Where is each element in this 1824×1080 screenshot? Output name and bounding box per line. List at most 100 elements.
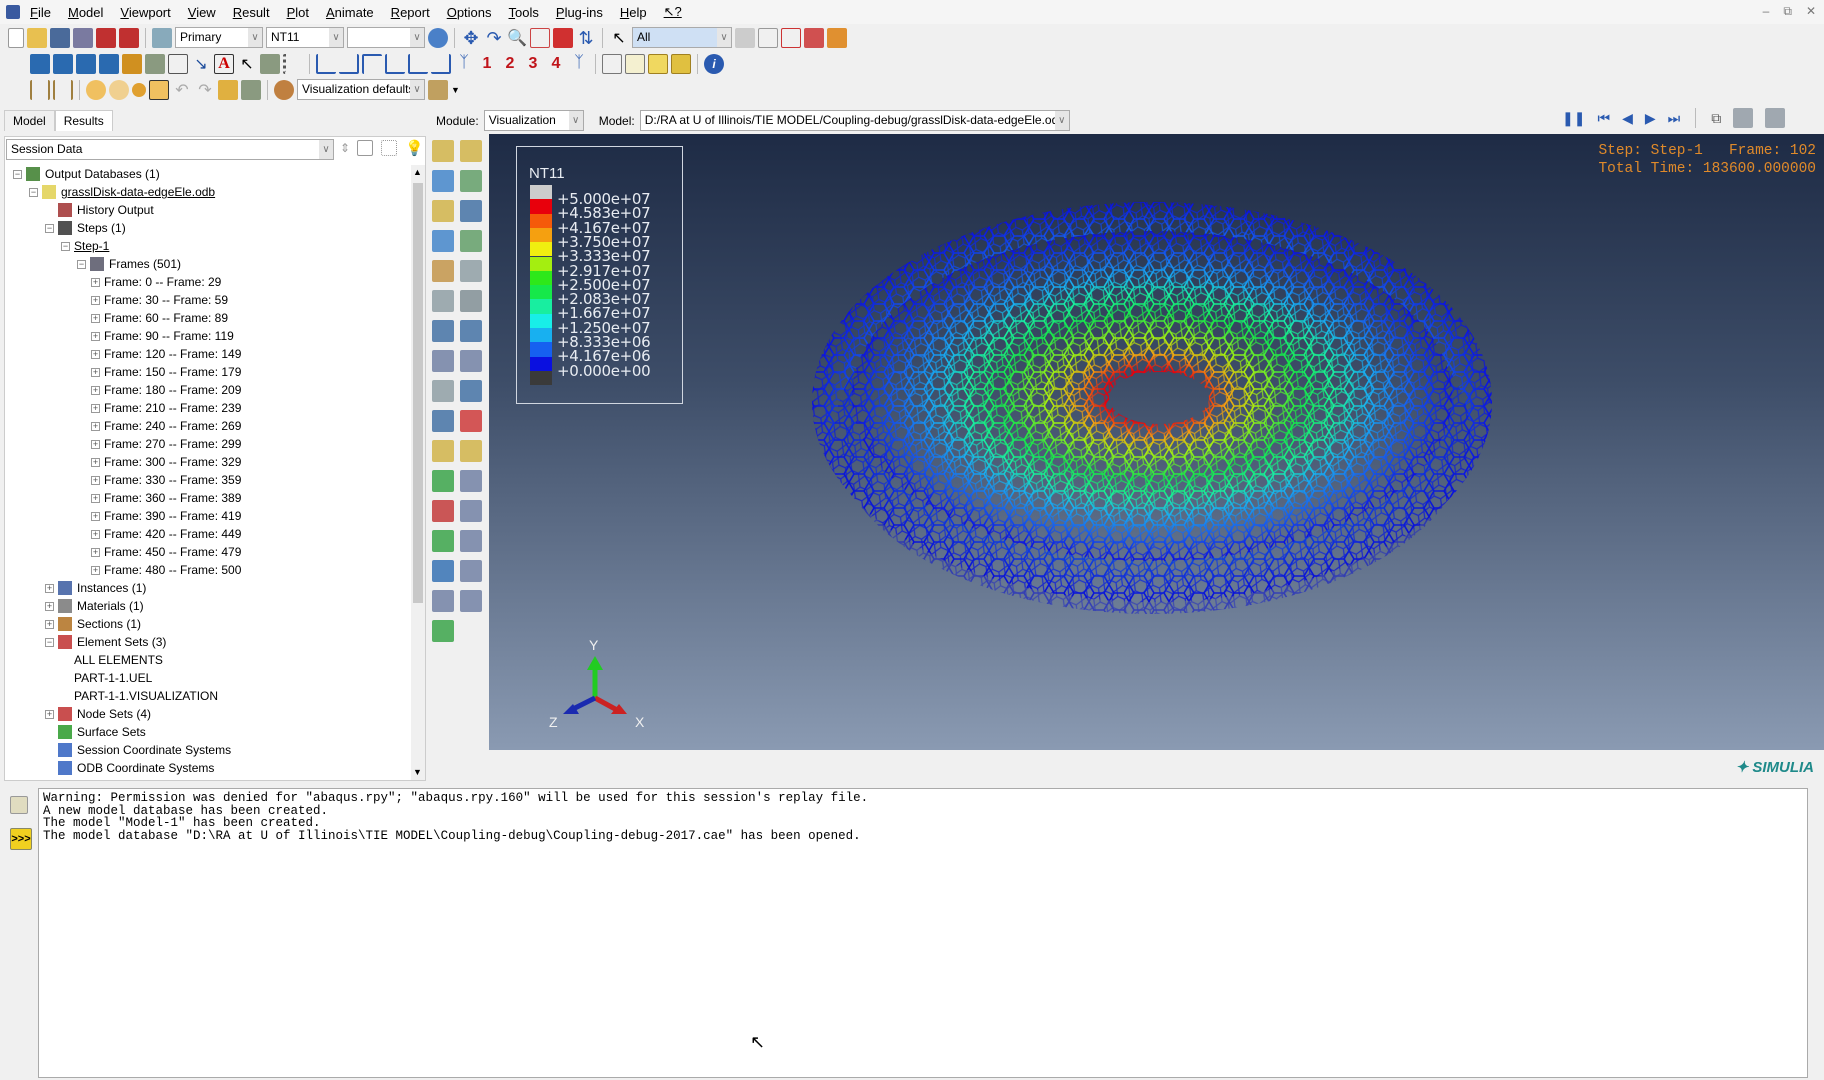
color-code-manager-icon[interactable] [432, 590, 454, 612]
collapse-icon[interactable]: − [61, 240, 70, 251]
expand-icon[interactable]: + [91, 330, 100, 341]
report-table-icon[interactable] [460, 530, 482, 552]
view-left-icon[interactable] [408, 53, 428, 74]
auto-fit-icon[interactable] [553, 27, 573, 48]
expand-icon[interactable]: + [91, 384, 100, 395]
expand-icon[interactable]: + [91, 366, 100, 377]
contour-options-icon[interactable] [432, 230, 454, 252]
menu-animate[interactable]: Animate [325, 4, 374, 20]
user-view-2-button[interactable]: 2 [505, 54, 515, 72]
plot-symbols-icon[interactable] [460, 170, 482, 192]
xy-plot-icon[interactable] [460, 320, 482, 342]
query-tools-icon[interactable] [432, 500, 454, 522]
collapse-icon[interactable]: − [13, 168, 22, 179]
arrow-annotation-icon[interactable]: ↘ [194, 55, 208, 73]
field-output-table-icon[interactable] [460, 410, 482, 432]
deformed-options-icon[interactable] [432, 260, 454, 282]
tree-item[interactable]: + Frame: 0 -- Frame: 29 [91, 273, 221, 291]
viewport-link-icon[interactable] [122, 53, 142, 74]
tree-item[interactable]: − grasslDisk-data-edgeEle.odb [29, 183, 215, 201]
options-table-icon[interactable] [460, 590, 482, 612]
tree-item[interactable]: + Frame: 180 -- Frame: 209 [91, 381, 241, 399]
expand-icon[interactable]: + [91, 474, 100, 485]
filter-icon[interactable] [381, 140, 397, 156]
expand-icon[interactable]: + [91, 492, 100, 503]
save-icon[interactable] [50, 27, 70, 48]
view-front-icon[interactable] [316, 53, 336, 74]
tree-item[interactable]: − Element Sets (3) [45, 633, 166, 651]
menu-tools[interactable]: Tools [508, 4, 539, 20]
tree-item[interactable]: + Frame: 270 -- Frame: 299 [91, 435, 241, 453]
menu-options[interactable]: Options [446, 4, 492, 20]
tree-item[interactable]: − Step-1 [61, 237, 109, 255]
tree-scrollbar-thumb[interactable] [413, 183, 423, 603]
create-field-output-icon[interactable] [432, 410, 454, 432]
allow-multiple-plots-icon[interactable] [460, 200, 482, 222]
collapse-icon[interactable]: − [29, 186, 38, 197]
expand-icon[interactable]: + [91, 564, 100, 575]
menu-plugins[interactable]: Plug-ins [555, 4, 603, 20]
display-group-manager-icon[interactable] [460, 380, 482, 402]
create-xy-data-icon[interactable] [432, 320, 454, 342]
lightbulb-icon[interactable]: 💡 [405, 140, 424, 157]
expand-icon[interactable]: + [91, 420, 100, 431]
copy-icon[interactable]: ⧉ [1711, 109, 1722, 126]
common-options-icon[interactable] [432, 290, 454, 312]
expand-icon[interactable]: + [91, 438, 100, 449]
collapse-icon[interactable]: − [45, 222, 54, 233]
edit-icon[interactable] [432, 620, 454, 642]
restore-icon[interactable]: ⧉ [1783, 4, 1792, 18]
expand-icon[interactable]: + [91, 348, 100, 359]
tab-model[interactable]: Model [4, 110, 55, 131]
tree-item[interactable]: + Node Sets (4) [45, 705, 151, 723]
message-console[interactable]: Warning: Permission was denied for "abaq… [38, 788, 1808, 1078]
up-down-arrows-icon[interactable]: ⇕ [340, 141, 351, 155]
symbol-options-icon[interactable] [460, 230, 482, 252]
tree-item[interactable]: + Materials (1) [45, 597, 144, 615]
superimpose-icon[interactable] [132, 82, 146, 97]
primary-select[interactable]: Primary [175, 27, 263, 48]
animate-scale-icon[interactable] [432, 440, 454, 462]
replace-icon[interactable] [804, 27, 824, 48]
app-icon[interactable] [6, 5, 20, 19]
menu-file[interactable]: File [30, 4, 51, 20]
expand-icon[interactable]: + [45, 600, 54, 611]
superimpose-options-icon[interactable] [460, 290, 482, 312]
ply-stack-icon[interactable] [460, 260, 482, 282]
tree-item[interactable]: + Frame: 240 -- Frame: 269 [91, 417, 241, 435]
expand-icon[interactable]: + [91, 546, 100, 557]
user-view-4-button[interactable]: 4 [551, 54, 561, 72]
ladder-icon[interactable] [30, 79, 50, 100]
view-bottom-icon[interactable] [385, 53, 405, 74]
menu-viewport[interactable]: Viewport [120, 4, 171, 20]
pointer-icon[interactable]: ↖ [240, 55, 254, 73]
plot-material-orientation-icon[interactable] [432, 200, 454, 222]
tree-item[interactable]: + Frame: 210 -- Frame: 239 [91, 399, 241, 417]
new-file-icon[interactable] [8, 27, 24, 48]
tree-item[interactable]: + Frame: 360 -- Frame: 389 [91, 489, 241, 507]
tree-item[interactable]: − Frames (501) [77, 255, 181, 273]
tree-item[interactable]: + Frame: 120 -- Frame: 149 [91, 345, 241, 363]
ladder-2-icon[interactable] [53, 79, 73, 100]
collapse-icon[interactable]: − [45, 636, 54, 647]
tree-item[interactable]: − Output Databases (1) [13, 165, 160, 183]
zoom-icon[interactable]: 🔍 [507, 29, 527, 47]
close-icon[interactable]: ✕ [1805, 4, 1816, 18]
tree-item[interactable]: + Frame: 480 -- Frame: 500 [91, 561, 241, 579]
selection-options-icon[interactable] [735, 27, 755, 48]
model-select[interactable]: D:/RA at U of Illinois/TIE MODEL/Couplin… [639, 110, 1070, 131]
view-cut-icon[interactable] [758, 27, 778, 48]
export-icon[interactable] [119, 27, 139, 48]
tree-item[interactable]: History Output [45, 201, 154, 219]
rotate-icon[interactable]: ↷ [486, 27, 502, 48]
next-frame-icon[interactable]: ▶ [1644, 109, 1656, 126]
info-icon[interactable]: i [704, 53, 724, 74]
wireframe-icon[interactable] [602, 53, 622, 74]
overlay-2-icon[interactable] [109, 79, 129, 100]
viewport-tile-3-icon[interactable] [76, 53, 96, 74]
tree-item[interactable]: Session Coordinate Systems [45, 741, 231, 759]
plot-deformed-icon[interactable] [460, 140, 482, 162]
tree-item[interactable]: + Instances (1) [45, 579, 146, 597]
selection-filter-select[interactable]: All [632, 27, 732, 48]
tools-icon[interactable] [460, 560, 482, 582]
